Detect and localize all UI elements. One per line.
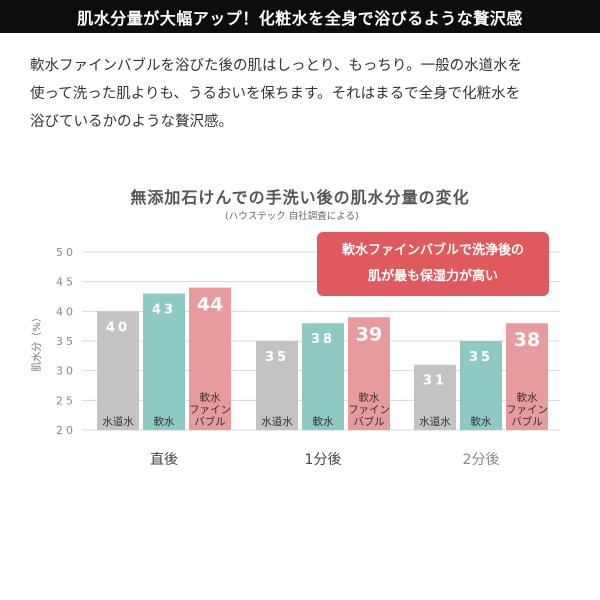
bar: [256, 341, 298, 430]
bar-value-label: 38: [311, 332, 335, 347]
bar-series-label: 軟水: [313, 415, 334, 428]
intro-line-2: 使って洗った肌よりも、うるおいを保ちます。それはまるで全身で化粧水を: [30, 86, 521, 102]
y-tick-label: 40: [56, 305, 76, 318]
y-tick-label: 25: [56, 394, 76, 407]
bar-series-label: 水道水: [419, 415, 451, 428]
bar-series-label: バブル: [511, 415, 543, 428]
callout-box: 軟水ファインバブルで洗浄後の 肌が最も保湿力が高い: [317, 232, 549, 296]
bar-series-label: 軟水: [471, 415, 492, 428]
intro-text: 軟水ファインバブルを浴びた後の肌はしっとり、もっちり。一般の水道水を 使って洗っ…: [30, 52, 575, 136]
x-category-label: 直後: [150, 451, 178, 468]
bar: [143, 293, 185, 430]
intro-line-3: 浴びているかのような贅沢感。: [30, 114, 233, 130]
bar-series-label: 軟水: [359, 391, 380, 404]
bar: [97, 311, 139, 430]
callout-line-2: 肌が最も保湿力が高い: [367, 269, 498, 284]
bar-series-label: 水道水: [261, 415, 293, 428]
bar-series-label: バブル: [194, 415, 226, 428]
bar-series-label: ファイン: [506, 404, 548, 416]
bar-value-label: 31: [423, 374, 447, 389]
bar-value-label: 43: [152, 303, 176, 318]
bar-series-label: ファイン: [348, 404, 390, 416]
bar-series-label: 軟水: [517, 391, 538, 404]
bar: [460, 341, 502, 430]
bar: [348, 317, 390, 430]
bar-value-label: 39: [356, 323, 382, 345]
x-category-label: 1分後: [305, 452, 342, 468]
y-tick-label: 45: [56, 276, 76, 289]
bar-series-label: ファイン: [189, 404, 231, 416]
y-tick-label: 30: [56, 365, 76, 378]
callout-line-1: 軟水ファインバブルで洗浄後の: [341, 243, 524, 258]
chart-subtitle: (ハウステック 自社調査による): [225, 211, 359, 222]
banner-title: 肌水分量が大幅アップ！化粧水を全身で浴びるような贅沢感: [0, 0, 600, 33]
bar: [302, 323, 344, 430]
y-tick-label: 20: [56, 424, 76, 437]
x-category-label: 2分後: [463, 452, 500, 468]
intro-line-1: 軟水ファインバブルを浴びた後の肌はしっとり、もっちり。一般の水道水を: [30, 58, 523, 74]
bar-series-label: バブル: [353, 415, 385, 428]
y-tick-label: 50: [56, 246, 76, 259]
bar: [189, 287, 231, 430]
bar-series-label: 水道水: [102, 415, 134, 428]
chart-title: 無添加石けんでの手洗い後の肌水分量の変化: [130, 188, 470, 207]
bar-value-label: 35: [265, 350, 289, 365]
bar: [506, 323, 548, 430]
bar-series-label: 軟水: [200, 391, 221, 404]
y-tick-label: 35: [56, 335, 76, 348]
bar-value-label: 35: [469, 350, 493, 365]
bar-series-label: 軟水: [154, 415, 175, 428]
bar-value-label: 40: [106, 320, 130, 335]
bar-value-label: 44: [197, 294, 223, 316]
bar: [414, 364, 456, 430]
y-axis-label: 肌水分（%）: [31, 312, 43, 372]
bar-value-label: 38: [514, 329, 540, 351]
